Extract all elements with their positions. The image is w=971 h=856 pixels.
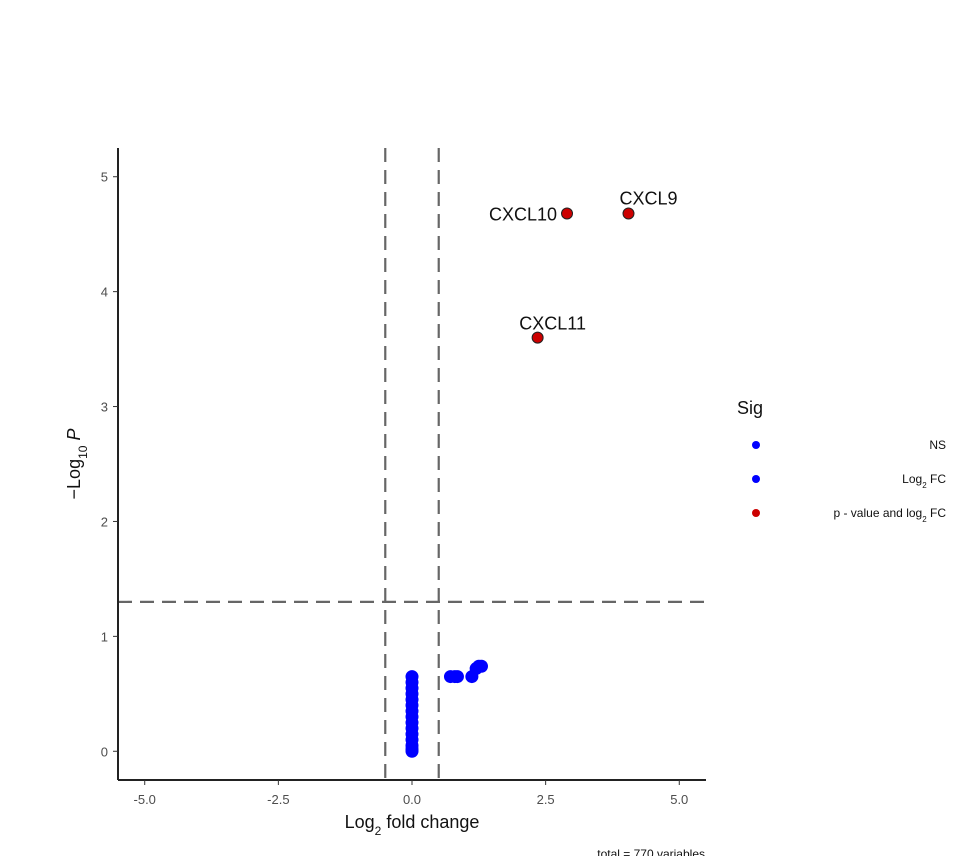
x-tick-label: -2.5 [267,792,289,807]
gene-label: CXCL10 [489,204,557,224]
significant-point [561,207,574,220]
y-tick-label: 4 [101,285,108,300]
gene-label: CXCL11 [519,314,586,334]
x-tick-label: 2.5 [537,792,555,807]
cutoff-lines [118,148,706,780]
significant-point [531,331,544,344]
x-tick-label: 0.0 [403,792,421,807]
y-tick-label: 3 [101,400,108,415]
x-axis-title: Log2 fold change [345,812,480,838]
legend-title: Sig [737,398,763,418]
caption: total = 770 variables [597,847,705,856]
data-point [405,744,419,758]
legend-label: p - value and log2 FC [833,506,946,524]
legend-label: Log2 FC [902,472,946,490]
y-tick-label: 0 [101,744,108,759]
legend-key [752,509,760,517]
legend-label: NS [929,438,946,452]
x-tick-label: 5.0 [670,792,688,807]
significant-point [622,207,635,220]
data-point [450,670,464,684]
y-axis-title: −Log10 P [64,429,90,500]
axes: -5.0 -2.5 0.0 2.5 5.0 0 1 2 3 4 5 Log2 fold change −… [64,148,706,838]
legend-key [752,475,760,483]
y-tick-label: 5 [101,170,108,185]
y-tick-label: 2 [101,514,108,529]
legend: Sig NS Log2 FC p - value and log2 FC [737,398,946,524]
data-points [405,207,635,758]
gene-label: CXCL9 [619,188,677,208]
gene-labels: CXCL10 CXCL9 CXCL11 [489,188,678,333]
y-tick-label: 1 [101,629,108,644]
x-tick-label: -5.0 [134,792,156,807]
legend-key [752,441,760,449]
data-point [474,659,488,673]
